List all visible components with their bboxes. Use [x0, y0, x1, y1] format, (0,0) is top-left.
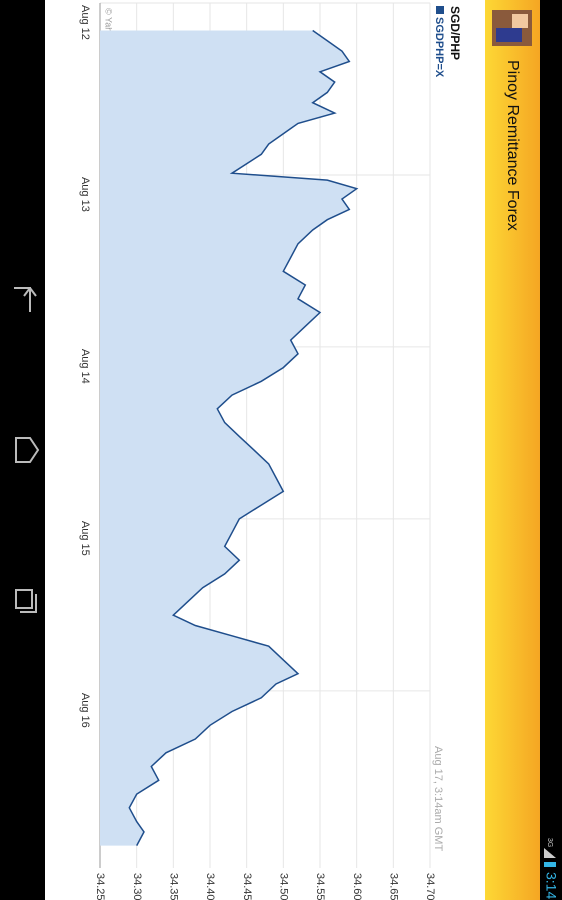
- y-tick-label: 34.50: [277, 873, 289, 900]
- y-tick-label: 34.45: [241, 873, 253, 900]
- area-fill: [100, 30, 357, 846]
- x-tick-label: Aug 13: [79, 177, 91, 212]
- recents-front: [15, 589, 33, 609]
- chart: 34.25 34.30 34.35 34.40 34.45 34.50 34.55 34.60…: [79, 2, 462, 900]
- icon-face: [512, 14, 528, 28]
- recents-back: [20, 594, 37, 613]
- y-tick-label: 34.70: [424, 873, 436, 900]
- clock: 3:14: [543, 872, 559, 899]
- icon-figure: [496, 28, 522, 42]
- app-bar: [485, 0, 540, 900]
- signal-icon: [544, 848, 556, 858]
- recents-button[interactable]: [15, 589, 37, 613]
- battery-icon: [544, 862, 556, 867]
- status-bar: [540, 0, 562, 900]
- nav-bar: [0, 0, 45, 900]
- chart-title: SGD/PHP: [448, 6, 462, 60]
- annotation: Aug 17, 3:14am GMT: [432, 746, 444, 851]
- annotation: © Yahoo!: [104, 8, 114, 45]
- x-tick-label: Aug 14: [79, 349, 91, 384]
- y-tick-label: 34.55: [314, 873, 326, 900]
- price-line: [128, 29, 359, 846]
- x-tick-label: Aug 12: [79, 5, 91, 40]
- back-button[interactable]: [14, 287, 37, 312]
- app-icon[interactable]: [492, 10, 532, 46]
- y-tick-label: 34.65: [387, 873, 399, 900]
- y-tick-label: 34.60: [351, 873, 363, 900]
- x-tick-label: Aug 16: [79, 693, 91, 728]
- y-tick-label: 34.40: [204, 873, 216, 900]
- y-tick-label: 34.35: [167, 873, 179, 900]
- x-tick-label: Aug 15: [79, 521, 91, 556]
- legend-label: SGDPHP=X: [433, 17, 445, 78]
- y-tick-label: 34.25: [94, 873, 106, 900]
- app-title: Pinoy Remittance Forex: [504, 60, 521, 231]
- y-tick-label: 34.30: [131, 873, 143, 900]
- legend-swatch: [436, 6, 444, 14]
- network: 3G: [546, 838, 553, 847]
- home-button[interactable]: [15, 437, 40, 463]
